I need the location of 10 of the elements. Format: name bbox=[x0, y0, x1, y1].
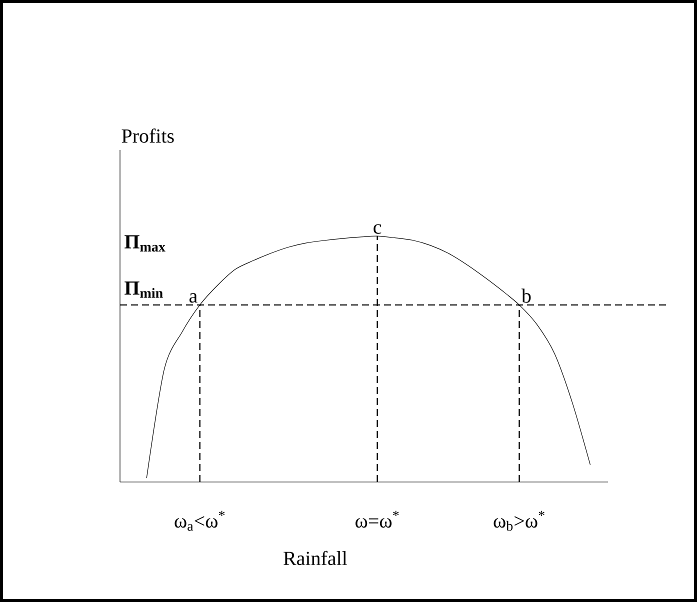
x-tick-label: ω$_{a}$<ω$^{*}$ bbox=[174, 510, 225, 531]
x-axis-title: Rainfall bbox=[284, 550, 348, 566]
annotation: b bbox=[521, 288, 531, 303]
x-tick-label: ω$_{b}$>ω$^{*}$ bbox=[494, 510, 544, 531]
annotation: c bbox=[374, 224, 382, 234]
y-axis-title: Profits bbox=[122, 128, 174, 143]
x-tick-label: ω=ω$^{*}$ bbox=[356, 510, 399, 528]
annotation: Π$_{max}$ bbox=[124, 235, 166, 252]
ref-line-label: Π$_{min}$ bbox=[124, 282, 163, 298]
annotation: a bbox=[189, 293, 198, 303]
